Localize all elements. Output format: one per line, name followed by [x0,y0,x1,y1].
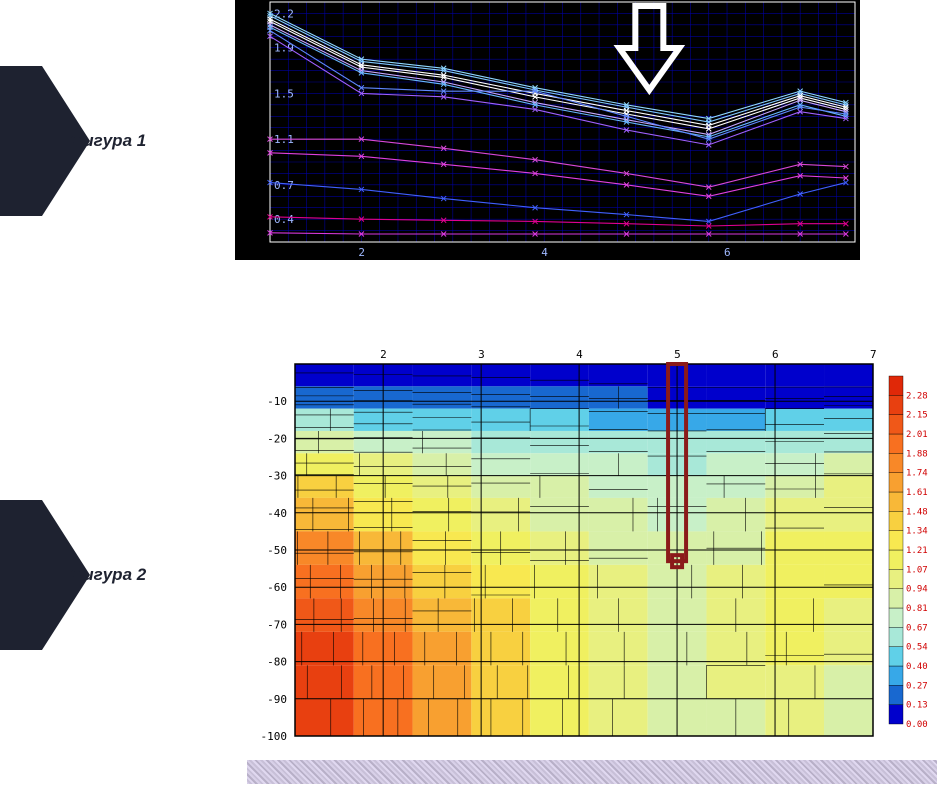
svg-text:1.21: 1.21 [906,546,928,556]
svg-text:0.67: 0.67 [906,623,928,633]
svg-text:-10: -10 [267,395,287,408]
svg-text:4: 4 [576,348,583,361]
figure-1-svg: 0.40.71.11.51.92.2246 [235,0,860,260]
svg-text:-50: -50 [267,544,287,557]
figure-2-label: Фигура 2 [0,500,220,650]
svg-text:1.74: 1.74 [906,469,928,479]
svg-text:0.13: 0.13 [906,701,928,711]
svg-text:-20: -20 [267,432,287,445]
svg-text:0.00: 0.00 [906,720,928,730]
figure-2-text: Фигура 2 [70,565,146,585]
figure-1-text: Фигура 1 [70,131,146,151]
svg-text:0.54: 0.54 [906,643,928,653]
figure-2-chart: 2 3 4 5 6 7 -10 -20 -30 -40 -50 -60 -70 -80 -90 -100 0.0… [247,344,937,744]
svg-text:-60: -60 [267,581,287,594]
svg-text:-30: -30 [267,470,287,483]
svg-text:1.88: 1.88 [906,449,928,459]
svg-text:3: 3 [478,348,485,361]
figure-2-svg: 2 3 4 5 6 7 -10 -20 -30 -40 -50 -60 -70 -80 -90 -100 0.0… [247,344,937,744]
svg-text:0.4: 0.4 [274,213,294,226]
svg-text:0.27: 0.27 [906,681,928,691]
svg-text:2.15: 2.15 [906,411,928,421]
svg-text:0.81: 0.81 [906,604,928,614]
svg-text:1.48: 1.48 [906,507,928,517]
svg-text:2.2: 2.2 [274,7,294,20]
svg-text:-100: -100 [261,730,288,743]
noise-strip [247,760,937,784]
svg-text:6: 6 [772,348,779,361]
svg-text:7: 7 [870,348,877,361]
svg-text:-80: -80 [267,656,287,669]
svg-text:2.01: 2.01 [906,430,928,440]
svg-text:0.40: 0.40 [906,662,928,672]
svg-text:0.7: 0.7 [274,179,294,192]
svg-text:1.07: 1.07 [906,565,928,575]
svg-text:1.61: 1.61 [906,488,928,498]
svg-text:-40: -40 [267,507,287,520]
svg-text:5: 5 [674,348,681,361]
svg-text:2: 2 [358,246,365,259]
svg-text:-90: -90 [267,693,287,706]
figure-1-label: Фигура 1 [0,66,220,216]
svg-text:1.5: 1.5 [274,87,294,100]
svg-text:1.34: 1.34 [906,527,928,537]
svg-text:4: 4 [541,246,548,259]
svg-text:2.28: 2.28 [906,391,928,401]
svg-text:0.94: 0.94 [906,585,928,595]
figure-1-chart: 0.40.71.11.51.92.2246 [235,0,860,260]
svg-text:6: 6 [724,246,731,259]
svg-text:2: 2 [380,348,387,361]
svg-text:-70: -70 [267,618,287,631]
